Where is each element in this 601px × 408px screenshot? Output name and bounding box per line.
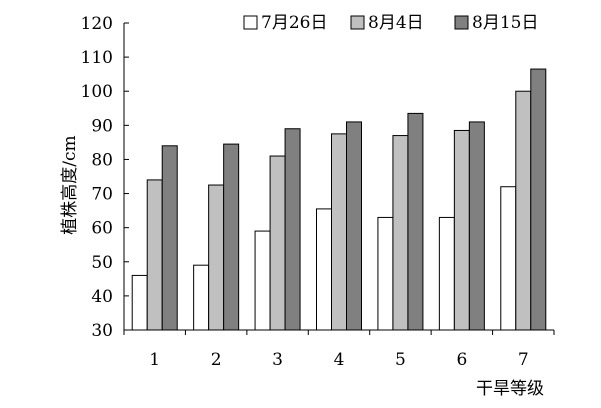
bar-2-cat-2 [208,184,225,331]
y-axis-label: 植株高度/cm [60,135,80,234]
y-tick-label: 50 [91,253,113,273]
bar-1-cat-3 [254,230,271,331]
bar-2-cat-5 [392,135,409,331]
y-tick-label: 70 [91,185,113,205]
x-tick-label: 6 [456,350,467,370]
legend-label-2: 8月4日 [368,13,424,33]
bar-3-cat-1 [161,145,178,331]
bar-2-cat-7 [515,90,532,331]
bar-3-cat-3 [284,128,301,331]
bar-1-cat-4 [316,208,332,331]
bar-1-cat-2 [193,264,210,331]
x-tick-label: 4 [334,350,345,370]
bar-3-cat-6 [468,121,485,331]
bar-1-cat-1 [131,274,148,331]
x-tick-label: 3 [272,350,283,370]
bars [131,68,547,331]
legend-swatch-3 [454,15,469,30]
y-tick-label: 110 [81,48,113,68]
x-tick-label: 2 [211,350,222,370]
legend-swatch-2 [350,15,365,30]
bar-2-cat-1 [146,179,163,331]
bar-2-cat-6 [453,129,470,331]
legend: 7月26日 8月4日 8月15日 [243,13,538,33]
legend-label-3: 8月15日 [472,13,538,33]
x-tick-label: 1 [149,350,160,370]
x-tick-label: 7 [518,350,529,370]
bar-3-cat-4 [346,121,362,331]
y-tick-label: 100 [81,82,113,102]
y-tick-label: 80 [91,150,113,170]
bar-1-cat-5 [377,216,394,331]
legend-swatch-1 [243,15,258,30]
legend-label-1: 7月26日 [261,13,327,33]
x-tick-label: 5 [395,350,406,370]
bar-2-cat-3 [269,155,286,331]
bar-3-cat-2 [223,143,240,331]
axes [123,23,554,331]
y-tick-label: 90 [91,116,113,136]
y-tick-label: 60 [91,219,113,239]
x-ticks: 1 2 3 4 5 6 7 [123,330,555,370]
bar-1-cat-7 [500,186,517,331]
bar-2-cat-4 [331,133,347,331]
y-tick-label: 120 [81,14,113,34]
bar-3-cat-5 [407,112,424,331]
bar-1-cat-6 [438,216,455,331]
y-tick-label: 30 [91,321,113,341]
y-tick-label: 40 [91,287,113,307]
y-ticks: 30 40 50 60 70 80 90 100 110 120 [81,14,129,341]
bar-3-cat-7 [530,68,547,331]
x-axis-label: 干旱等级 [476,379,544,399]
